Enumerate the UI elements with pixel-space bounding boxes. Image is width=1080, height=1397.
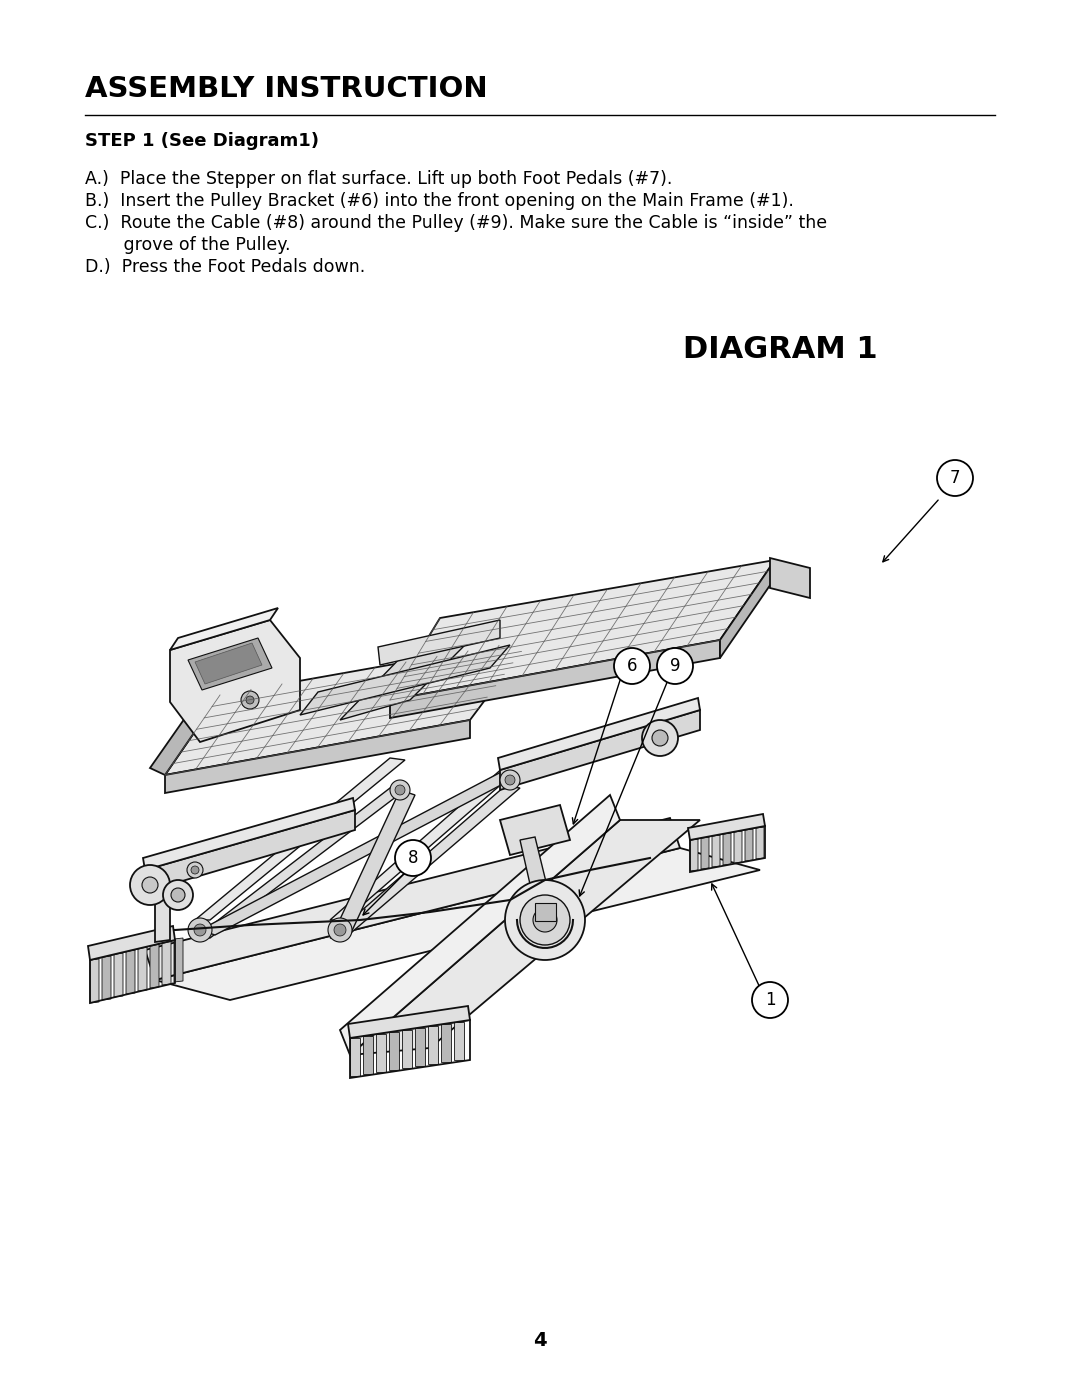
Polygon shape [162, 942, 171, 985]
Circle shape [752, 982, 788, 1018]
Text: grove of the Pulley.: grove of the Pulley. [85, 236, 291, 254]
Polygon shape [390, 640, 720, 718]
Polygon shape [330, 787, 519, 937]
Polygon shape [519, 837, 548, 893]
Text: B.)  Insert the Pulley Bracket (#6) into the front opening on the Main Frame (#1: B.) Insert the Pulley Bracket (#6) into … [85, 191, 794, 210]
Polygon shape [378, 620, 500, 665]
Circle shape [937, 460, 973, 496]
Circle shape [188, 918, 212, 942]
Polygon shape [90, 958, 99, 1003]
Polygon shape [335, 789, 415, 935]
Circle shape [246, 696, 254, 704]
Circle shape [657, 648, 693, 685]
Circle shape [642, 719, 678, 756]
Polygon shape [756, 827, 764, 859]
Polygon shape [330, 766, 519, 921]
Polygon shape [145, 810, 355, 893]
Polygon shape [390, 560, 775, 700]
Circle shape [163, 880, 193, 909]
Text: D.)  Press the Foot Pedals down.: D.) Press the Foot Pedals down. [85, 258, 365, 277]
Circle shape [328, 918, 352, 942]
Text: 1: 1 [765, 990, 775, 1009]
Polygon shape [143, 798, 355, 870]
Circle shape [241, 692, 259, 710]
Polygon shape [770, 557, 810, 598]
Polygon shape [87, 926, 175, 960]
Polygon shape [690, 840, 698, 870]
Circle shape [141, 877, 158, 893]
Polygon shape [195, 788, 405, 937]
Polygon shape [745, 828, 753, 861]
Polygon shape [340, 795, 620, 1055]
Polygon shape [723, 833, 731, 865]
Polygon shape [500, 710, 700, 789]
Polygon shape [498, 698, 700, 770]
Text: A.)  Place the Stepper on flat surface. Lift up both Foot Pedals (#7).: A.) Place the Stepper on flat surface. L… [85, 170, 673, 189]
Polygon shape [701, 837, 708, 869]
Text: ASSEMBLY INSTRUCTION: ASSEMBLY INSTRUCTION [85, 75, 488, 103]
Circle shape [130, 865, 170, 905]
Polygon shape [145, 819, 680, 981]
Polygon shape [415, 1028, 426, 1066]
Polygon shape [170, 608, 278, 650]
Text: C.)  Route the Cable (#8) around the Pulley (#9). Make sure the Cable is “inside: C.) Route the Cable (#8) around the Pull… [85, 214, 827, 232]
Circle shape [500, 770, 519, 789]
Polygon shape [165, 719, 470, 793]
Text: 4: 4 [534, 1330, 546, 1350]
Polygon shape [389, 1032, 399, 1070]
Polygon shape [188, 638, 272, 690]
Circle shape [171, 888, 185, 902]
Polygon shape [174, 937, 183, 982]
Circle shape [505, 775, 515, 785]
Text: DIAGRAM 1: DIAGRAM 1 [683, 335, 877, 365]
Polygon shape [500, 805, 570, 855]
Circle shape [390, 780, 410, 800]
Polygon shape [114, 953, 123, 997]
Polygon shape [300, 645, 510, 715]
Circle shape [334, 923, 346, 936]
Circle shape [534, 908, 557, 932]
Polygon shape [376, 1034, 386, 1071]
Text: STEP 1 (See Diagram1): STEP 1 (See Diagram1) [85, 131, 319, 149]
Circle shape [194, 923, 206, 936]
Circle shape [505, 880, 585, 960]
Polygon shape [720, 560, 775, 658]
Polygon shape [348, 1006, 470, 1038]
Polygon shape [156, 870, 170, 942]
Polygon shape [363, 1037, 373, 1074]
Polygon shape [200, 770, 519, 935]
Polygon shape [150, 687, 220, 775]
Polygon shape [340, 630, 480, 719]
Polygon shape [454, 1023, 464, 1060]
Polygon shape [138, 947, 147, 990]
Polygon shape [195, 759, 405, 921]
Circle shape [191, 866, 199, 875]
Circle shape [395, 840, 431, 876]
Polygon shape [441, 1024, 451, 1062]
Circle shape [395, 785, 405, 795]
Text: 8: 8 [408, 849, 418, 868]
Polygon shape [126, 950, 135, 995]
Text: 7: 7 [949, 469, 960, 488]
Circle shape [187, 862, 203, 877]
Polygon shape [428, 1025, 438, 1065]
Text: 6: 6 [626, 657, 637, 675]
Polygon shape [350, 820, 700, 1055]
Polygon shape [170, 620, 300, 742]
Polygon shape [102, 956, 111, 1000]
Circle shape [519, 895, 570, 944]
Polygon shape [195, 643, 262, 685]
Polygon shape [165, 640, 530, 775]
Polygon shape [688, 814, 765, 840]
Polygon shape [156, 848, 760, 1000]
Polygon shape [350, 1038, 360, 1076]
Polygon shape [712, 835, 720, 868]
Polygon shape [402, 1030, 411, 1067]
Polygon shape [535, 902, 556, 921]
Circle shape [652, 731, 669, 746]
Circle shape [615, 648, 650, 685]
Polygon shape [150, 944, 159, 988]
Text: 9: 9 [670, 657, 680, 675]
Polygon shape [734, 831, 742, 863]
